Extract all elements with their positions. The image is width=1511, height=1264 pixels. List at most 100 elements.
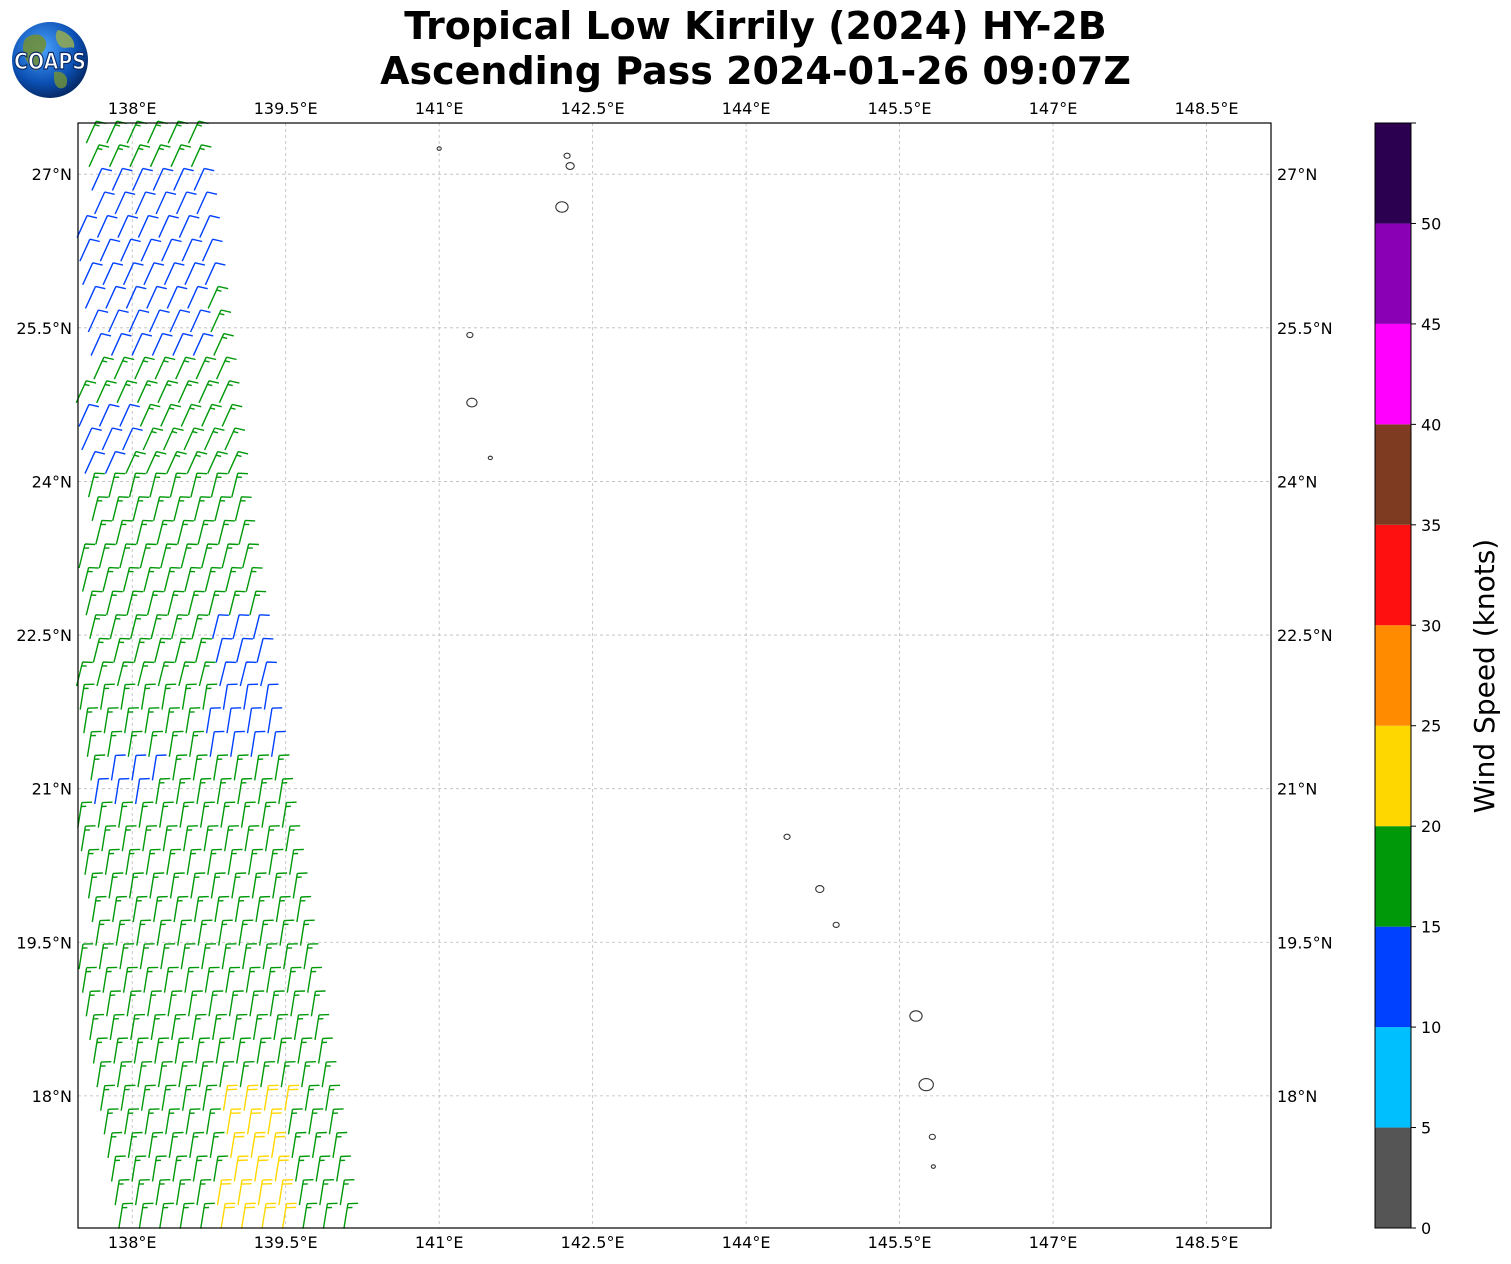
wind-barb <box>206 1108 221 1135</box>
wind-barb <box>75 661 93 687</box>
wind-barb <box>81 966 97 993</box>
wind-barb-path <box>190 872 206 899</box>
wind-barb <box>195 356 217 380</box>
wind-barb-path <box>216 1179 232 1206</box>
wind-barb-path <box>108 144 130 168</box>
wind-barb-path <box>103 707 119 734</box>
wind-barb-path <box>178 214 200 238</box>
wind-barb-path <box>281 1202 297 1229</box>
wind-barb-path <box>94 191 115 215</box>
wind-barb <box>96 1061 112 1088</box>
wind-barb-path <box>339 1179 355 1206</box>
wind-barb <box>127 1131 143 1159</box>
wind-barb-path <box>101 825 117 852</box>
wind-barb-path <box>274 754 290 781</box>
wind-barb-path <box>192 332 214 356</box>
wind-barb-path <box>321 1061 337 1088</box>
wind-barb <box>230 730 245 757</box>
wind-barb-path <box>242 543 259 569</box>
wind-barb <box>144 707 160 734</box>
wind-barb <box>136 380 158 404</box>
wind-barb <box>159 1202 174 1229</box>
wind-barb <box>292 872 308 899</box>
wind-barb <box>202 1084 218 1111</box>
wind-barb <box>250 1131 266 1159</box>
wind-barb <box>173 167 194 191</box>
colorbar: 0 5 10 15 20 25 30 35 40 45 50 <box>1374 122 1441 1238</box>
wind-barb-path <box>172 1155 188 1182</box>
island-outline <box>487 455 493 461</box>
wind-barb <box>317 1037 333 1064</box>
wind-barb <box>180 943 196 970</box>
wind-barb-path <box>230 1131 245 1159</box>
wind-barb <box>134 777 150 805</box>
wind-barb <box>271 1131 286 1159</box>
wind-barb-path <box>185 707 201 734</box>
wind-barb <box>171 614 188 639</box>
wind-barb <box>140 683 156 710</box>
wind-barb <box>244 825 260 852</box>
wind-barb <box>150 1013 166 1041</box>
wind-barb <box>179 1202 195 1229</box>
wind-barb <box>137 214 159 238</box>
wind-barb <box>238 919 254 946</box>
wind-barb-path <box>211 614 229 639</box>
wind-barb <box>89 614 107 639</box>
wind-barb-path <box>177 919 192 946</box>
wind-barb-path <box>137 661 155 687</box>
wind-barb-path <box>142 427 164 451</box>
lat-tick-label-right: 21°N <box>1277 780 1317 799</box>
wind-barb-path <box>280 1061 296 1088</box>
wind-barb-path <box>122 427 143 451</box>
wind-barb-path <box>102 566 120 592</box>
wind-barb <box>295 1155 310 1182</box>
wind-barb <box>299 919 315 946</box>
wind-barb <box>208 990 224 1017</box>
wind-barb-path <box>78 943 94 970</box>
wind-barb-path <box>132 167 153 191</box>
wind-barb-path <box>154 356 176 380</box>
wind-barb-path <box>131 332 153 356</box>
island-outline <box>563 152 571 159</box>
wind-barb-path <box>208 590 226 616</box>
lon-tick-label-bottom: 144°E <box>722 1233 771 1252</box>
wind-barb <box>297 1037 313 1064</box>
wind-barb <box>91 167 113 191</box>
lon-tick-label-bottom: 142.5°E <box>561 1233 625 1252</box>
wind-barb <box>151 1155 167 1182</box>
wind-barb-path <box>167 590 185 616</box>
wind-barb <box>130 1013 146 1041</box>
wind-barb-path <box>87 472 105 498</box>
wind-barb-path <box>191 1013 207 1041</box>
lat-tick-label-left: 27°N <box>32 165 72 184</box>
wind-barb-path <box>113 637 131 663</box>
wind-barb <box>239 661 257 687</box>
colorbar-tick-label: 35 <box>1421 516 1441 535</box>
wind-barb-path <box>169 872 185 899</box>
wind-barb <box>97 801 113 828</box>
wind-barb-path <box>128 309 150 333</box>
wind-barb-path <box>114 777 130 805</box>
wind-barb-path <box>284 1084 300 1111</box>
wind-barb-path <box>207 848 223 875</box>
wind-barb-path <box>119 543 137 569</box>
wind-barb-path <box>248 848 263 875</box>
wind-barb-path <box>163 966 179 993</box>
colorbar-tick-label: 20 <box>1421 817 1441 836</box>
wind-barb-path <box>136 380 158 404</box>
wind-barb <box>85 120 107 144</box>
wind-barb <box>211 614 229 639</box>
wind-barb <box>236 637 253 663</box>
wind-barb-path <box>269 990 285 1017</box>
colorbar-segment <box>1375 1127 1411 1228</box>
wind-barb <box>155 777 171 805</box>
wind-barb <box>256 637 274 663</box>
wind-barb-path <box>137 214 159 238</box>
wind-barb <box>91 496 109 521</box>
wind-barb <box>148 309 170 333</box>
wind-barb <box>232 1013 248 1041</box>
wind-barb-path <box>185 1108 201 1135</box>
wind-barb-path <box>159 801 174 828</box>
wind-barb-path <box>195 637 212 663</box>
wind-barb-path <box>121 825 137 852</box>
